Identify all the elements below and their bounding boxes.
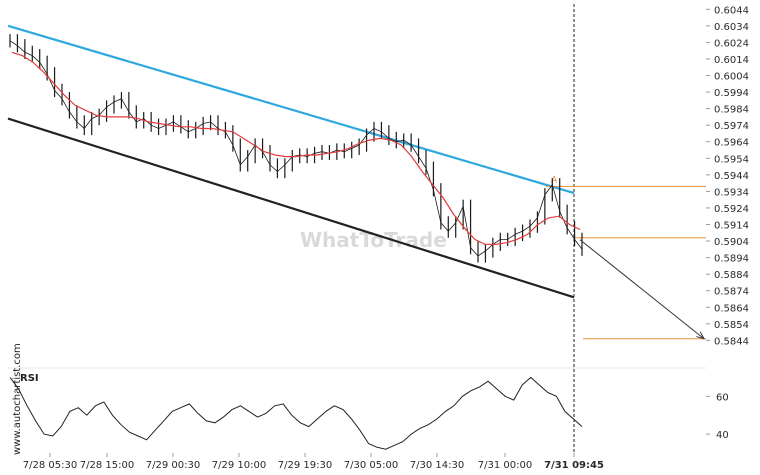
rsi-panel: 60 40 [8,367,729,450]
y-tick-label: 0.5844 [714,336,749,347]
price-series [9,34,583,263]
rsi-tick-label: 60 [716,392,729,403]
x-tick-label: 7/29 19:30 [278,460,332,471]
watermark-text: WhatToTrade [300,228,447,252]
y-tick-label: 0.5884 [714,270,749,281]
y-tick-label: 0.5894 [714,254,749,265]
y-tick-label: 0.5914 [714,221,749,232]
y-tick-label: 0.5984 [714,105,749,116]
rsi-line [9,376,583,450]
y-tick-label: 0.5924 [714,204,749,215]
x-tick-label: 7/29 00:30 [146,460,200,471]
x-tick-label: 7/28 05:30 [23,460,77,471]
x-tick-label: 7/29 10:00 [212,460,266,471]
y-tick-label: 0.5964 [714,138,749,149]
side-label: www.autochartist.com [12,343,23,455]
watermark: WhatToTrade [300,228,447,252]
level-lines: A [546,175,706,340]
y-tick-label: 0.5934 [714,187,749,198]
y-tick-label: 0.5904 [714,237,749,248]
y-tick-label: 0.6034 [714,22,749,33]
x-tick-label: 7/31 09:45 [544,460,604,471]
rsi-label: RSI [20,373,39,384]
y-tick-label: 0.5974 [714,121,749,132]
y-tick-label: 0.6044 [714,5,749,16]
y-tick-label: 0.5874 [714,287,749,298]
moving-average [11,51,581,245]
channel-upper-line [7,24,575,195]
y-tick-label: 0.6024 [714,38,749,49]
y-tick-label: 0.5994 [714,88,749,99]
channel-lower-line [7,117,575,299]
y-tick-label: 0.5954 [714,154,749,165]
price-axis: 0.6044 0.6034 0.6024 0.6014 0.6004 0.5994 0.59… [706,5,749,347]
rsi-tick-label: 40 [716,430,729,441]
x-tick-label: 7/31 00:00 [478,460,532,471]
y-tick-label: 0.6004 [714,72,749,83]
y-tick-label: 0.5944 [714,171,749,182]
x-tick-label: 7/30 05:00 [344,460,398,471]
time-axis: 7/28 05:30 7/28 15:00 7/29 00:30 7/29 10:00… [23,453,604,471]
x-tick-label: 7/30 14:30 [410,460,464,471]
x-tick-label: 7/28 15:00 [80,460,134,471]
projection-arrowhead [696,331,706,340]
y-tick-label: 0.6014 [714,55,749,66]
channel-lines [7,24,575,299]
price-line [9,40,583,257]
y-tick-label: 0.5854 [714,320,749,331]
projection-line [579,239,705,340]
y-tick-label: 0.5864 [714,303,749,314]
point-label: A [551,175,558,185]
projection-arrow [579,239,706,340]
ma-line [11,51,581,245]
